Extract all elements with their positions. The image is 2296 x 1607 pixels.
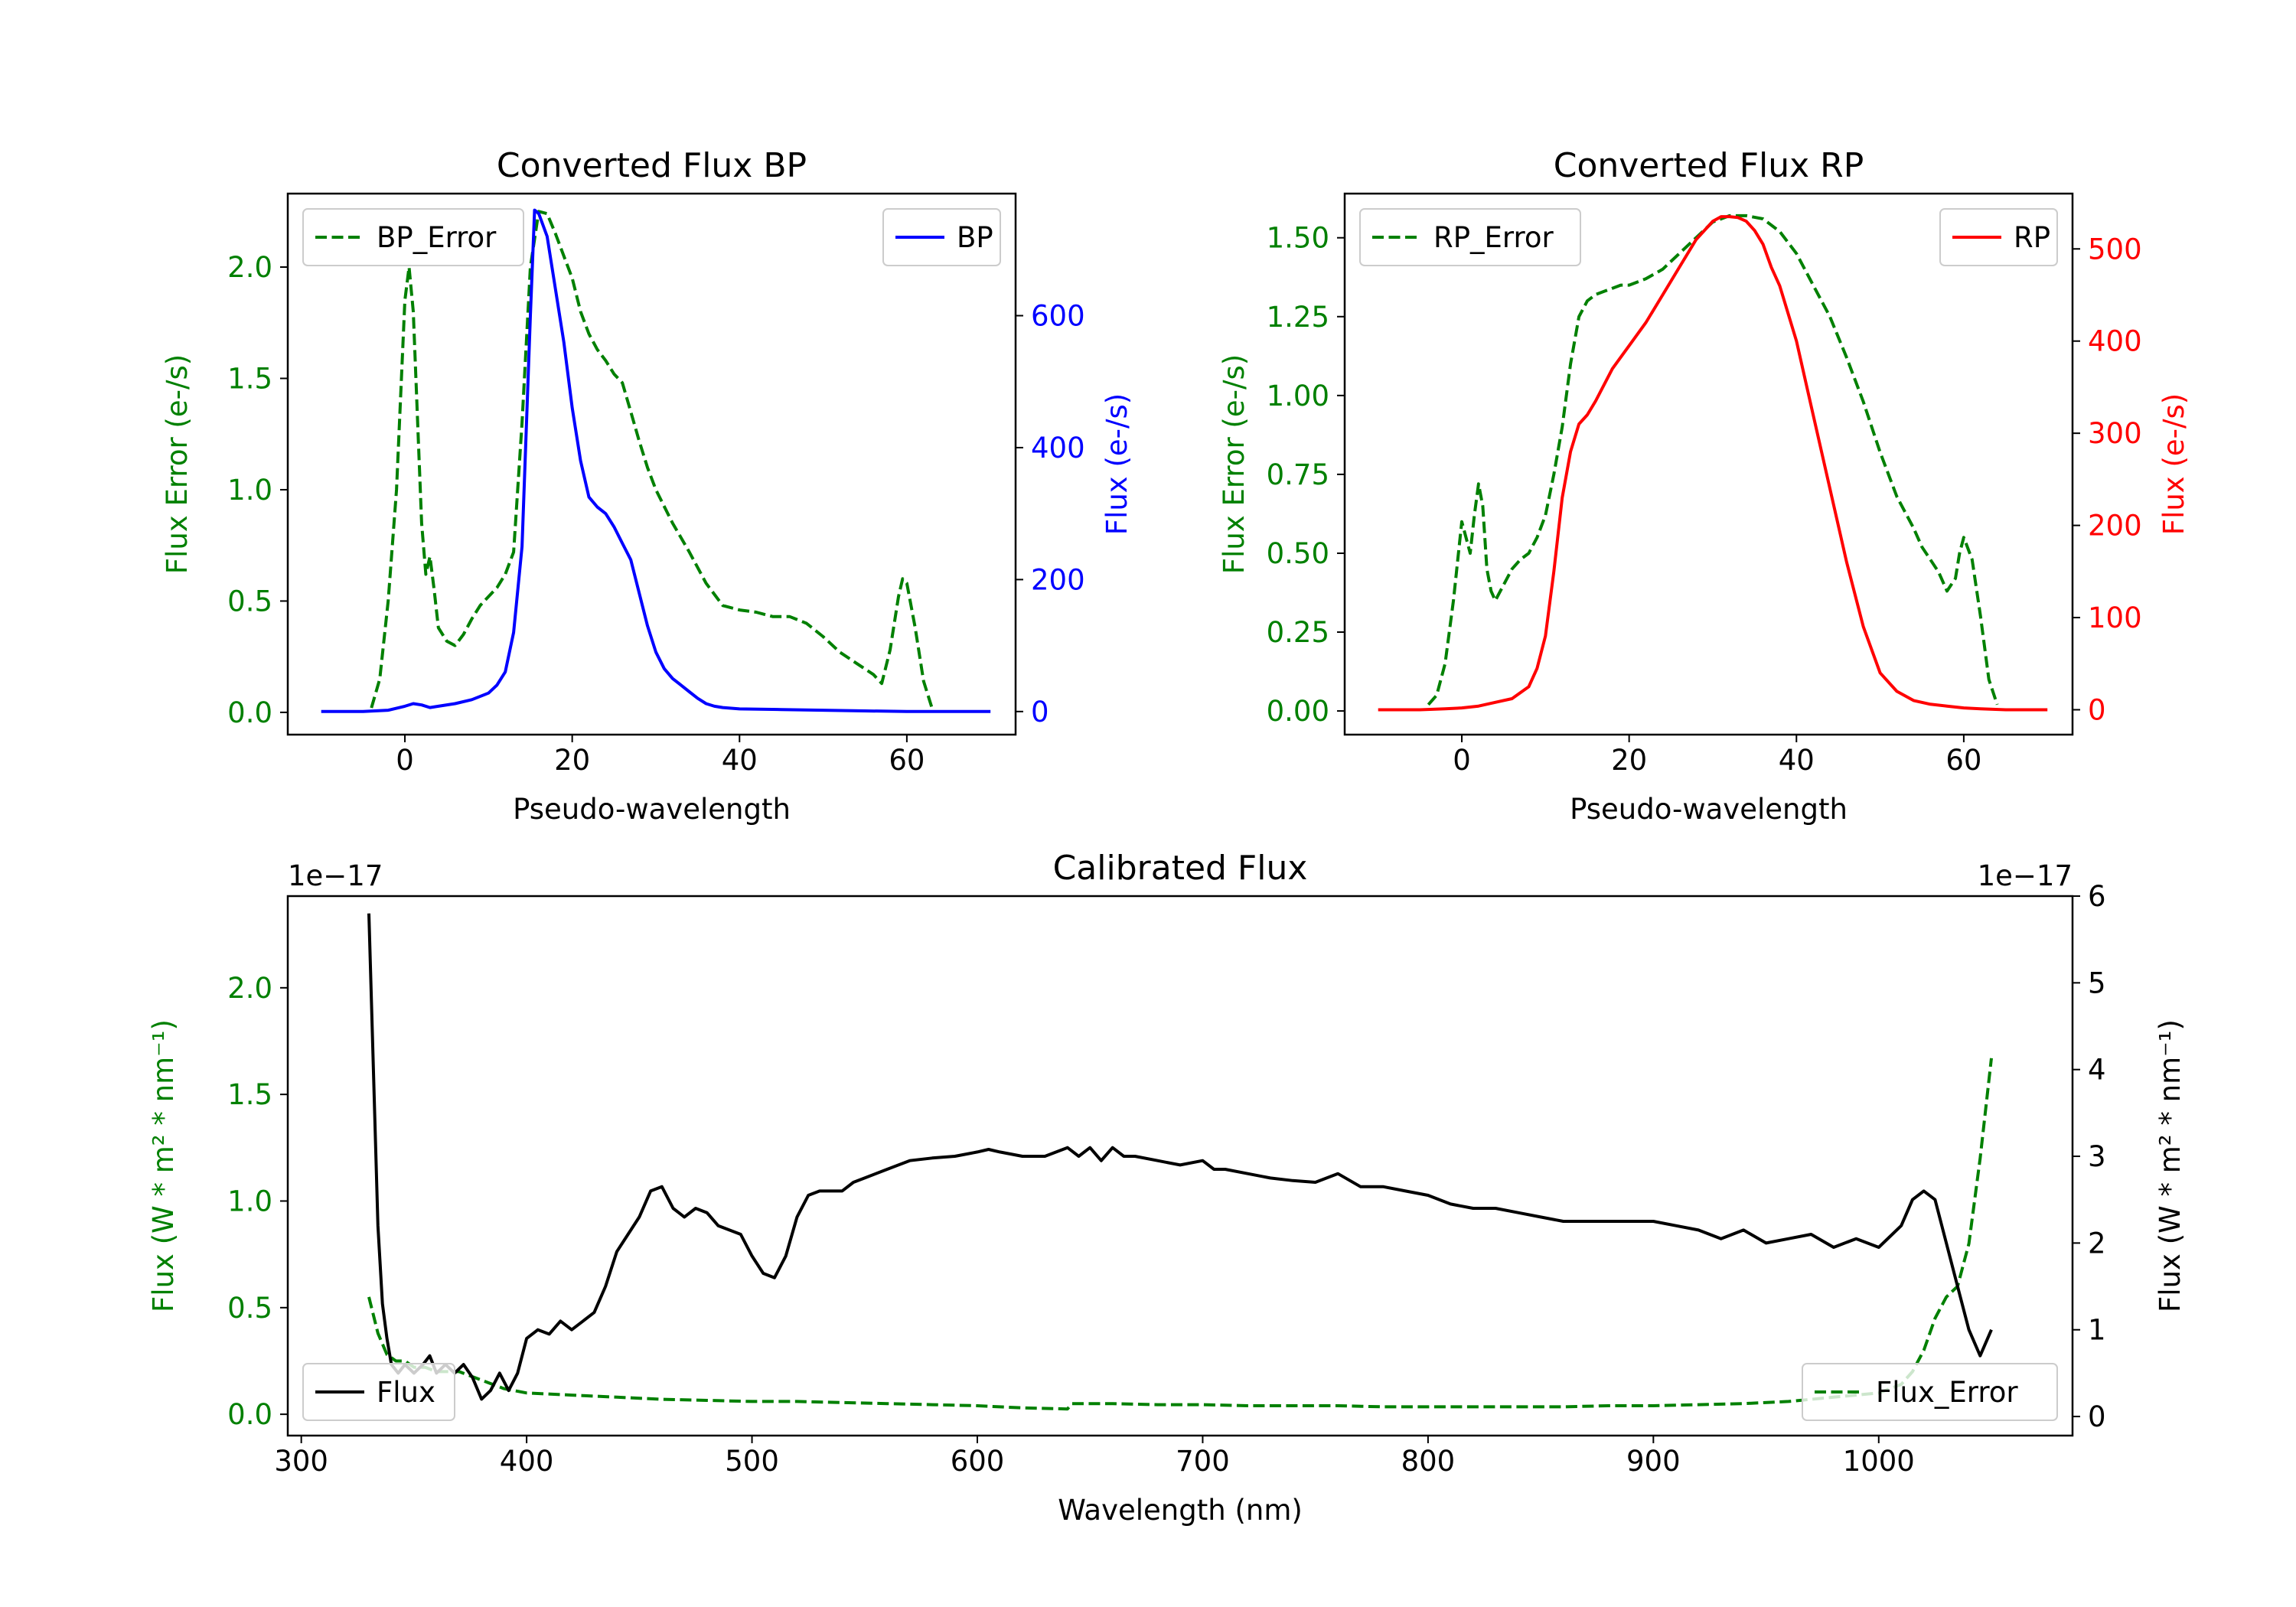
y-right-axis-label: Flux (e-/s) [1101,393,1133,535]
legend-label: RP_Error [1433,221,1554,254]
legend-box [1359,208,1581,266]
legend-label: RP [2014,221,2050,254]
x-tick-label: 40 [722,744,758,777]
x-axis-label: Wavelength (nm) [1058,1494,1303,1527]
y-right-tick-label: 100 [2088,601,2142,634]
y-left-tick-label: 0.0 [227,696,272,729]
legend-flux: Flux [302,1363,455,1421]
x-tick-label: 400 [500,1445,554,1478]
legend-box [302,208,524,266]
x-tick-label: 20 [554,744,590,777]
y-left-tick-label: 0.5 [227,1292,272,1325]
y-left-tick-label: 1.00 [1267,380,1329,412]
x-tick-label: 900 [1626,1445,1681,1478]
chart-rp: 0 20 40 60 0.00 0.25 0.50 0.75 1.00 1.25 1.50 0 100 2… [1218,146,2190,826]
x-tick-label: 700 [1176,1445,1230,1478]
y-right-axis-label: Flux (e-/s) [2157,393,2190,535]
x-tick-label: 300 [274,1445,328,1478]
y-right-tick-label: 5 [2088,966,2106,999]
chart-calibrated: 300 400 500 600 700 800 900 1000 0.0 0.5 1.0 1.5 2.0… [147,849,2187,1527]
y-left-tick-label: 0.5 [227,585,272,618]
y-left-tick-label: 1.0 [227,1185,272,1217]
y-right-tick-label: 6 [2088,880,2106,913]
series-line-rp-error [1427,214,1999,706]
y-right-tick-label: 400 [1031,432,1085,464]
y-right-tick-label: 2 [2088,1227,2106,1260]
y-left-tick-label: 0.00 [1267,695,1329,728]
legend-flux-error: Flux_Error [1802,1363,2058,1421]
y-right-tick-label: 0 [2088,1400,2106,1433]
y-right-tick-label: 400 [2088,325,2142,358]
y-left-tick-label: 1.5 [227,362,272,395]
y-right-tick-label: 1 [2088,1314,2106,1347]
y-left-tick-label: 0.0 [227,1398,272,1431]
x-tick-label: 0 [1453,744,1471,777]
y-left-tick-label: 2.0 [227,251,272,284]
series-line-flux [367,913,1993,1401]
chart-title: Converted Flux BP [497,146,807,185]
y-left-offset-label: 1e−17 [288,859,383,892]
chart-title: Calibrated Flux [1053,849,1308,888]
axes-frame [286,192,1017,736]
y-left-tick-label: 2.0 [227,972,272,1005]
axes-frame [286,895,2074,1437]
series-line-rp [1378,215,2048,712]
y-left-tick-label: 0.75 [1267,458,1329,491]
chart-bp: 0 20 40 60 0.0 0.5 1.0 1.5 2.0 0 200 400 600 Converte… [161,146,1133,826]
y-right-tick-label: 200 [1031,563,1085,596]
y-right-tick-label: 300 [2088,417,2142,450]
series-line-bp [321,208,991,713]
legend-rp-error: RP_Error [1359,208,1581,266]
legend-label: BP_Error [377,221,497,254]
x-tick-label: 60 [1945,744,1981,777]
legend-label: BP [957,221,993,254]
x-tick-label: 600 [951,1445,1005,1478]
legend-bp-error: BP_Error [302,208,524,266]
y-left-tick-label: 1.5 [227,1078,272,1111]
legend-box [1802,1363,2058,1421]
y-left-axis-label: Flux Error (e-/s) [161,354,194,574]
y-right-tick-label: 600 [1031,300,1085,333]
x-tick-label: 60 [889,744,925,777]
chart-title: Converted Flux RP [1554,146,1864,185]
x-tick-label: 800 [1401,1445,1456,1478]
y-right-offset-label: 1e−17 [1978,859,2073,892]
y-left-axis-label: Flux (W * m² * nm⁻¹) [147,1019,180,1312]
x-tick-label: 1000 [1843,1445,1915,1478]
y-right-tick-label: 200 [2088,510,2142,543]
axes-frame [1343,192,2074,736]
y-right-tick-label: 0 [2088,693,2106,726]
y-left-tick-label: 0.25 [1267,616,1329,649]
y-right-tick-label: 3 [2088,1140,2106,1173]
x-axis-label: Pseudo-wavelength [513,793,791,826]
x-tick-label: 40 [1779,744,1815,777]
x-tick-label: 0 [396,744,414,777]
y-right-tick-label: 0 [1031,696,1049,729]
y-right-axis-label: Flux (W * m² * nm⁻¹) [2154,1019,2187,1312]
legend-label: Flux_Error [1876,1376,2018,1409]
x-axis-label: Pseudo-wavelength [1570,793,1848,826]
y-left-tick-label: 0.50 [1267,537,1329,570]
legend-box [302,1363,455,1421]
y-left-tick-label: 1.25 [1267,301,1329,334]
series-line-bp-error [370,210,934,709]
x-tick-label: 500 [725,1445,779,1478]
y-left-axis-label: Flux Error (e-/s) [1218,354,1251,574]
y-left-tick-label: 1.0 [227,474,272,507]
legend-bp: BP [882,208,1001,266]
x-tick-label: 20 [1611,744,1647,777]
y-left-tick-label: 1.50 [1267,222,1329,255]
legend-label: Flux [377,1376,435,1409]
y-right-tick-label: 500 [2088,233,2142,266]
y-right-tick-label: 4 [2088,1054,2106,1087]
legend-rp: RP [1939,208,2058,266]
